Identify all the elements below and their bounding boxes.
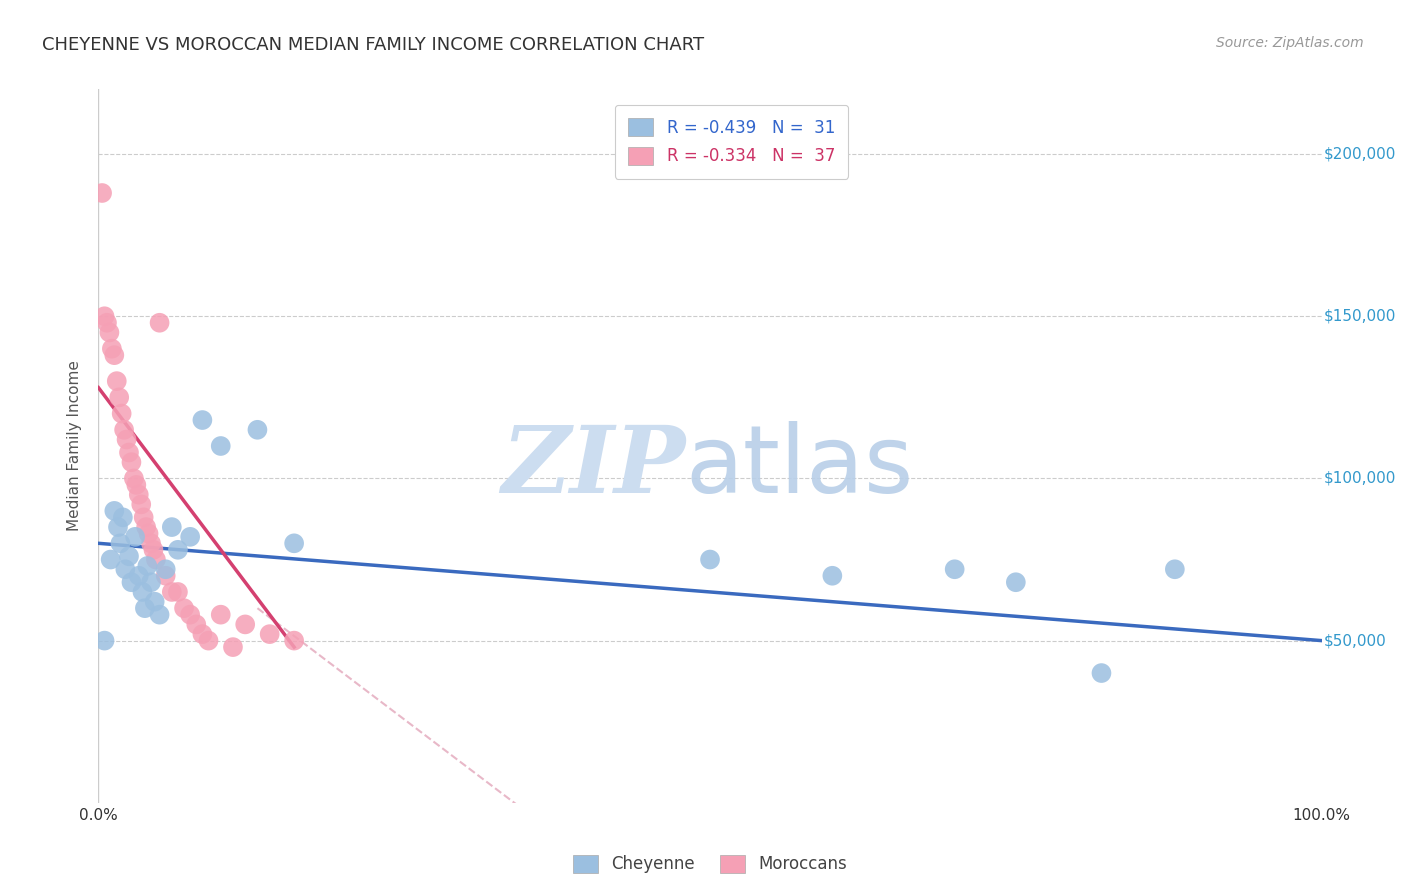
Point xyxy=(179,607,201,622)
Point xyxy=(160,520,183,534)
Point xyxy=(103,348,125,362)
Point xyxy=(118,445,141,459)
Point xyxy=(186,617,208,632)
Text: CHEYENNE VS MOROCCAN MEDIAN FAMILY INCOME CORRELATION CHART: CHEYENNE VS MOROCCAN MEDIAN FAMILY INCOM… xyxy=(42,36,704,54)
Point xyxy=(100,552,122,566)
Point xyxy=(167,585,190,599)
Point xyxy=(129,497,152,511)
Point xyxy=(143,595,166,609)
Point xyxy=(103,504,125,518)
Point xyxy=(112,423,135,437)
Point xyxy=(246,423,269,437)
Point xyxy=(139,575,162,590)
Point xyxy=(105,374,128,388)
Text: Source: ZipAtlas.com: Source: ZipAtlas.com xyxy=(1216,36,1364,50)
Point xyxy=(125,478,148,492)
Point xyxy=(93,310,115,324)
Point xyxy=(134,601,156,615)
Point xyxy=(1164,562,1187,576)
Point xyxy=(131,585,153,599)
Point xyxy=(155,562,177,576)
Text: $100,000: $100,000 xyxy=(1324,471,1396,486)
Point xyxy=(115,433,138,447)
Point xyxy=(91,186,114,200)
Point xyxy=(155,568,177,582)
Point xyxy=(132,510,155,524)
Point xyxy=(209,607,232,622)
Text: $200,000: $200,000 xyxy=(1324,146,1396,161)
Point xyxy=(120,575,142,590)
Point xyxy=(283,536,305,550)
Point xyxy=(233,617,256,632)
Text: ZIP: ZIP xyxy=(502,423,686,512)
Point xyxy=(821,568,844,582)
Point xyxy=(101,342,124,356)
Point xyxy=(149,607,172,622)
Point xyxy=(128,568,150,582)
Point xyxy=(111,407,134,421)
Point xyxy=(98,326,121,340)
Legend: Cheyenne, Moroccans: Cheyenne, Moroccans xyxy=(567,848,853,880)
Point xyxy=(1004,575,1026,590)
Point xyxy=(179,530,201,544)
Point xyxy=(699,552,721,566)
Y-axis label: Median Family Income: Median Family Income xyxy=(67,360,83,532)
Point xyxy=(120,455,142,469)
Point xyxy=(136,559,159,574)
Point xyxy=(114,562,136,576)
Point xyxy=(108,390,131,404)
Point xyxy=(96,316,118,330)
Point xyxy=(139,536,162,550)
Point xyxy=(160,585,183,599)
Text: $50,000: $50,000 xyxy=(1324,633,1386,648)
Point xyxy=(167,542,190,557)
Point xyxy=(128,488,150,502)
Text: atlas: atlas xyxy=(686,421,914,514)
Point xyxy=(110,536,132,550)
Point xyxy=(191,627,214,641)
Point xyxy=(173,601,195,615)
Point xyxy=(259,627,281,641)
Point xyxy=(197,633,219,648)
Point xyxy=(145,552,167,566)
Point xyxy=(118,549,141,564)
Point xyxy=(943,562,966,576)
Point xyxy=(142,542,165,557)
Point xyxy=(107,520,129,534)
Text: $150,000: $150,000 xyxy=(1324,309,1396,324)
Point xyxy=(138,526,160,541)
Point xyxy=(283,633,305,648)
Point xyxy=(1090,666,1112,681)
Point xyxy=(149,316,172,330)
Point xyxy=(124,530,146,544)
Point xyxy=(93,633,115,648)
Point xyxy=(222,640,245,654)
Point xyxy=(135,520,157,534)
Point xyxy=(191,413,214,427)
Point xyxy=(209,439,232,453)
Point xyxy=(111,510,134,524)
Point xyxy=(122,471,145,485)
